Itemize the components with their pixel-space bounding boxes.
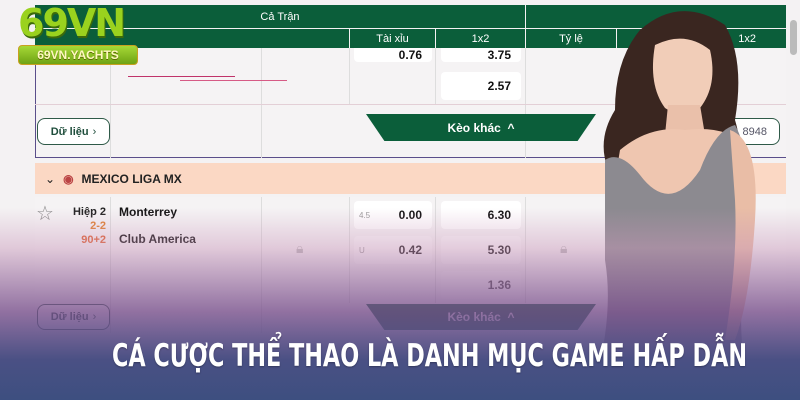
divider bbox=[261, 48, 262, 158]
odds-home-m2[interactable]: 6.30 bbox=[441, 201, 521, 229]
home-team: Monterrey bbox=[119, 205, 178, 219]
divider bbox=[261, 197, 262, 333]
odds-over-m2[interactable]: 4.5 0.00 bbox=[354, 201, 432, 229]
odds-draw-m1[interactable]: 2.57 bbox=[441, 72, 521, 100]
away-team: Club America bbox=[119, 232, 196, 246]
divider bbox=[525, 197, 526, 303]
data-button-m1[interactable]: Dữ liệu › bbox=[37, 118, 110, 145]
odds-away-m2[interactable]: 1.36 bbox=[441, 271, 521, 299]
red-line bbox=[180, 80, 287, 81]
header-col-taixiu: Tài xỉu bbox=[350, 29, 435, 48]
odds-over-m1[interactable]: 0.76 bbox=[354, 48, 432, 62]
chevron-up-icon: ^ bbox=[507, 120, 515, 135]
chevron-down-icon: ⌄ bbox=[45, 171, 56, 186]
divider bbox=[525, 48, 526, 158]
header-col-label: Tài xỉu bbox=[376, 32, 409, 45]
match-period: Hiệp 2 bbox=[72, 206, 106, 218]
odds-1x2-m1[interactable]: 3.75 bbox=[441, 48, 521, 62]
header-col-1x2: 1x2 bbox=[436, 29, 525, 48]
divider bbox=[435, 197, 436, 303]
odds-under-m2[interactable]: U 0.42 bbox=[354, 236, 432, 264]
chevron-right-icon: › bbox=[92, 125, 97, 138]
logo-domain: 69VN.YACHTS bbox=[18, 45, 138, 65]
divider bbox=[349, 48, 350, 104]
chevron-right-icon: › bbox=[92, 311, 97, 323]
match-time: 90+2 bbox=[81, 234, 106, 246]
divider bbox=[349, 197, 350, 303]
face bbox=[652, 38, 713, 114]
match-status: Hiệp 2 2-2 90+2 bbox=[64, 205, 106, 247]
favorite-star-icon[interactable]: ☆ bbox=[36, 203, 54, 225]
lock-icon: 🔒︎ bbox=[296, 240, 304, 256]
divider bbox=[435, 48, 436, 104]
logo: 69VN 69VN.YACHTS bbox=[18, 2, 143, 68]
logo-brand: 69VN bbox=[18, 1, 126, 45]
scrollbar[interactable] bbox=[790, 20, 797, 55]
odds-draw-m2[interactable]: 5.30 bbox=[441, 236, 521, 264]
flag-icon: ◉ bbox=[63, 171, 74, 186]
header-col-label: 1x2 bbox=[471, 32, 490, 45]
divider bbox=[110, 197, 111, 333]
data-button-m2[interactable]: Dữ liệu › bbox=[37, 304, 110, 330]
chevron-up-icon: ^ bbox=[507, 310, 515, 324]
header-group-label: Cả Trận bbox=[260, 10, 300, 23]
headline: CÁ CƯỢC THỂ THAO LÀ DANH MỤC GAME HẤP DẪ… bbox=[112, 338, 748, 374]
league-name: MEXICO LIGA MX bbox=[81, 171, 182, 186]
match-score: 2-2 bbox=[90, 220, 106, 232]
red-line bbox=[128, 76, 235, 77]
